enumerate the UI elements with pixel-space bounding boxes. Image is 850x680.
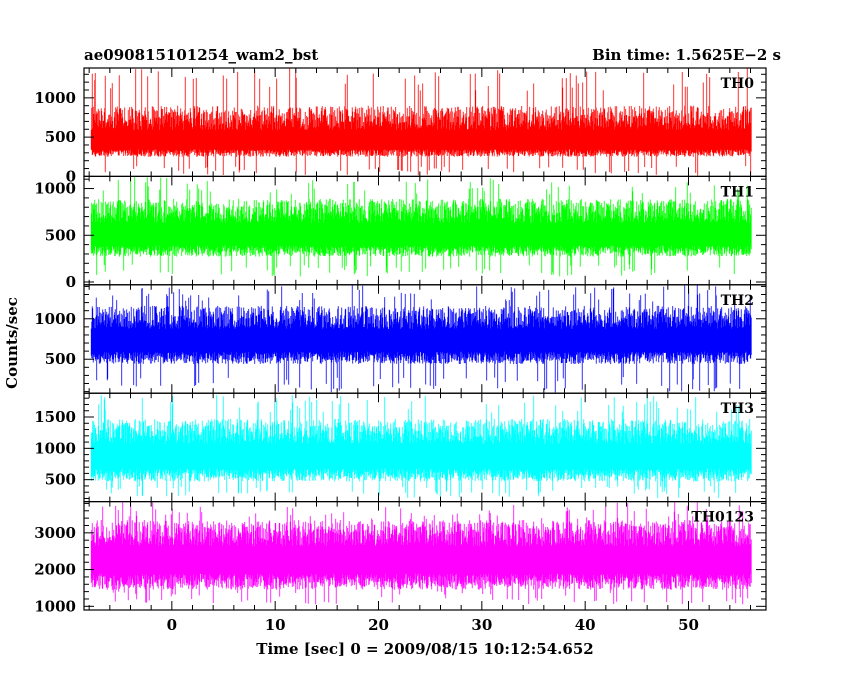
y-tick-label: 2000 — [34, 561, 76, 579]
series-line-th0123 — [90, 502, 752, 605]
panel-th2: 500 1000 TH2 — [34, 284, 767, 394]
y-tick-label: 1500 — [34, 408, 76, 426]
series-line-th2 — [90, 285, 752, 393]
y-tick-label: 500 — [45, 128, 76, 146]
y-tick-label: 1000 — [34, 310, 76, 328]
y-tick-label: 1000 — [34, 89, 76, 107]
y-tick-label: 500 — [45, 471, 76, 489]
y-tick-label: 500 — [45, 350, 76, 368]
panel-label-th0: TH0 — [721, 76, 755, 92]
y-tick-label: 3000 — [34, 524, 76, 542]
panel-label-th3: TH3 — [721, 401, 754, 417]
x-tick-label: 50 — [678, 616, 699, 634]
y-tick-label: 0 — [66, 167, 76, 185]
panel-th0123: 1000 2000 3000 TH0123 — [34, 501, 767, 615]
panel-label-th1: TH1 — [721, 184, 754, 200]
y-axis-label: Counts/sec — [3, 297, 21, 389]
x-tick-label: 30 — [471, 616, 492, 634]
y-tick-label: 1000 — [34, 439, 76, 457]
panel-th3: 500 1000 1500 TH3 — [34, 392, 767, 503]
series-line-th3 — [90, 393, 752, 499]
panel-label-th0123: TH0123 — [691, 510, 754, 526]
header-bin-time: Bin time: 1.5625E−2 s — [592, 46, 781, 64]
series-line-th0 — [90, 68, 752, 176]
x-tick-label: 20 — [368, 616, 389, 634]
header-source-title: ae090815101254_wam2_bst — [84, 46, 318, 64]
y-tick-label: 0 — [66, 273, 76, 291]
x-tick-label: 0 — [167, 616, 177, 634]
y-tick-label: 500 — [45, 226, 76, 244]
series-line-th1 — [90, 176, 752, 277]
panel-th1: 0 500 1000 TH1 — [34, 175, 767, 291]
panel-label-th2: TH2 — [721, 293, 754, 309]
x-tick-label: 10 — [265, 616, 286, 634]
x-axis-label: Time [sec] 0 = 2009/08/15 10:12:54.652 — [256, 640, 593, 658]
y-tick-label: 1000 — [34, 597, 76, 615]
x-axis: 0 10 20 30 40 50 — [167, 616, 699, 634]
x-tick-label: 40 — [575, 616, 596, 634]
panel-frame — [83, 501, 767, 611]
panel-th0: 0 500 1000 TH0 — [34, 67, 767, 185]
y-tick-label: 1000 — [34, 180, 76, 198]
